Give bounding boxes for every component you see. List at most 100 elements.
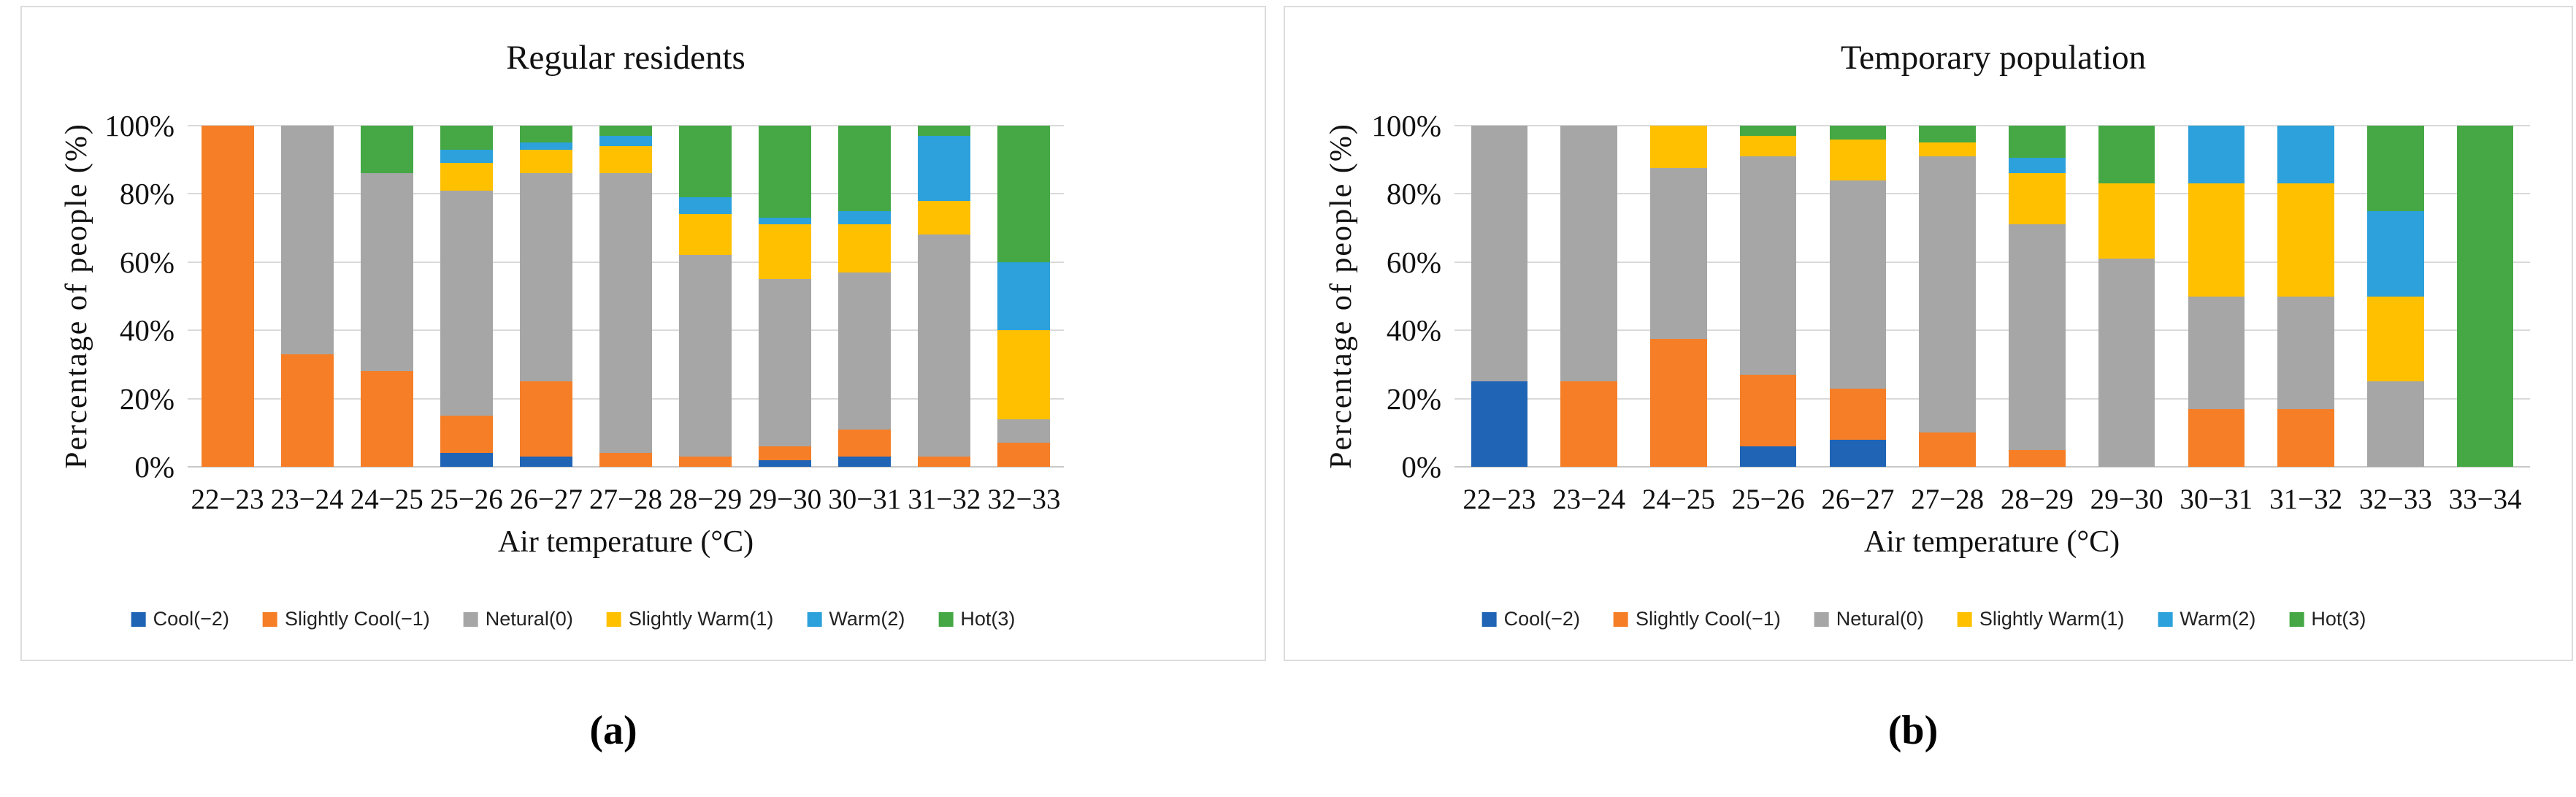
segment-neutral	[759, 279, 812, 446]
segment-hot	[918, 126, 971, 137]
segment-neutral	[1739, 156, 1797, 375]
legend-item-cool: Cool(−2)	[131, 608, 229, 630]
y-tick-label: 20%	[119, 381, 175, 416]
legend-swatch-hot	[2289, 611, 2304, 627]
x-tick-label: 32−33	[2358, 484, 2432, 515]
legend-item-cool: Cool(−2)	[1481, 608, 1580, 630]
segment-slightly_cool	[679, 457, 732, 467]
segment-cool	[1829, 439, 1887, 467]
legend-item-neutral: Netural(0)	[463, 608, 573, 630]
segment-slightly_warm	[1739, 136, 1797, 157]
segment-neutral	[1919, 156, 1976, 433]
y-tick-label: 0%	[134, 450, 175, 484]
segment-slightly_cool	[2188, 408, 2245, 467]
legend-label: Hot(3)	[2311, 608, 2366, 630]
y-tick-label: 0%	[1401, 450, 1441, 484]
bar-24−25	[1650, 126, 1707, 467]
y-tick-label: 100%	[1371, 109, 1441, 142]
segment-warm	[440, 149, 493, 164]
segment-hot	[1829, 126, 1887, 140]
segment-cool	[838, 457, 892, 467]
legend: Cool(−2) Slightly Cool(−1) Netural(0) Sligh…	[1481, 608, 2366, 630]
segment-hot	[519, 126, 572, 143]
segment-hot	[599, 126, 652, 137]
segment-warm	[519, 142, 572, 150]
segment-hot	[2009, 126, 2066, 159]
segment-slightly_cool	[1560, 381, 1617, 467]
bar-30−31	[2188, 126, 2245, 467]
chart-panel-temporary-population: Temporary population Percentage of peopl…	[1284, 6, 2573, 661]
bar-25−26	[440, 126, 493, 467]
x-tick-label: 23−24	[270, 484, 344, 515]
segment-cool	[759, 459, 812, 467]
segment-slightly_warm	[679, 214, 732, 256]
legend-item-hot: Hot(3)	[938, 608, 1015, 630]
x-tick-label: 25−26	[1731, 484, 1805, 515]
gridline-100%	[1454, 125, 2530, 126]
segment-hot	[838, 126, 892, 211]
segment-slightly_warm	[2367, 296, 2424, 382]
bar-26−27	[1829, 126, 1887, 467]
legend-swatch-neutral	[1814, 611, 1829, 627]
bar-26−27	[519, 126, 572, 467]
segment-slightly_warm	[2277, 183, 2334, 297]
bar-22−23	[1471, 126, 1528, 467]
legend-item-slightly_warm: Slightly Warm(1)	[1957, 608, 2125, 630]
caption-b: (b)	[1887, 708, 1939, 753]
legend-swatch-slightly_warm	[606, 611, 621, 627]
gridline-80%	[1454, 193, 2530, 195]
legend-item-slightly_cool: Slightly Cool(−1)	[1613, 608, 1781, 630]
legend-swatch-slightly_cool	[1613, 611, 1628, 627]
legend-item-slightly_cool: Slightly Cool(−1)	[262, 608, 430, 630]
legend-label: Slightly Warm(1)	[1979, 608, 2125, 630]
legend-label: Slightly Warm(1)	[628, 608, 774, 630]
legend-swatch-slightly_cool	[262, 611, 277, 627]
plot-area: 0% 20% 40% 60% 80% 100% 22−23 23−24 24−25 25−26 26…	[104, 109, 1064, 515]
gridline-20%	[1454, 397, 2530, 400]
segment-slightly_cool	[2277, 408, 2334, 467]
legend-label: Cool(−2)	[1503, 608, 1580, 630]
segment-hot	[440, 126, 493, 150]
legend-item-hot: Hot(3)	[2289, 608, 2366, 630]
segment-neutral	[1829, 180, 1887, 389]
segment-warm	[918, 136, 971, 201]
segment-hot	[2456, 126, 2514, 467]
legend-swatch-warm	[807, 611, 822, 627]
bar-24−25	[360, 126, 413, 467]
legend-label: Warm(2)	[2180, 608, 2256, 630]
x-tick-label: 33−34	[2448, 484, 2522, 515]
x-tick-label: 31−32	[2269, 484, 2343, 515]
segment-slightly_cool	[440, 415, 493, 454]
segment-slightly_warm	[1829, 139, 1887, 180]
bar-25−26	[1739, 126, 1797, 467]
segment-slightly_warm	[2188, 183, 2245, 297]
segment-warm	[838, 210, 892, 225]
segment-warm	[2277, 126, 2334, 184]
x-axis-title: Air temperature (°C)	[497, 525, 754, 559]
x-tick-label: 32−33	[987, 484, 1061, 515]
segment-hot	[1919, 126, 1976, 143]
segment-slightly_cool	[759, 446, 812, 460]
segment-slightly_warm	[440, 163, 493, 191]
legend-item-warm: Warm(2)	[2158, 608, 2255, 630]
segment-neutral	[838, 272, 892, 430]
legend-label: Netural(0)	[485, 608, 573, 630]
segment-cool	[440, 453, 493, 467]
x-tick-label: 28−29	[669, 484, 743, 515]
segment-slightly_warm	[759, 224, 812, 280]
bar-27−28	[1919, 126, 1976, 467]
gridline-40%	[1454, 329, 2530, 332]
bar-28−29	[679, 126, 732, 467]
legend-label: Slightly Cool(−1)	[284, 608, 430, 630]
y-tick-label: 80%	[1386, 177, 1441, 211]
segment-hot	[360, 126, 413, 174]
legend-swatch-cool	[1481, 611, 1497, 627]
segment-hot	[997, 126, 1051, 262]
segment-slightly_cool	[1650, 338, 1707, 467]
bar-23−24	[1560, 126, 1617, 467]
bar-33−34	[2456, 126, 2514, 467]
legend-label: Slightly Cool(−1)	[1635, 608, 1781, 630]
bar-27−28	[599, 126, 652, 467]
segment-slightly_cool	[838, 429, 892, 457]
segment-neutral	[519, 173, 572, 382]
